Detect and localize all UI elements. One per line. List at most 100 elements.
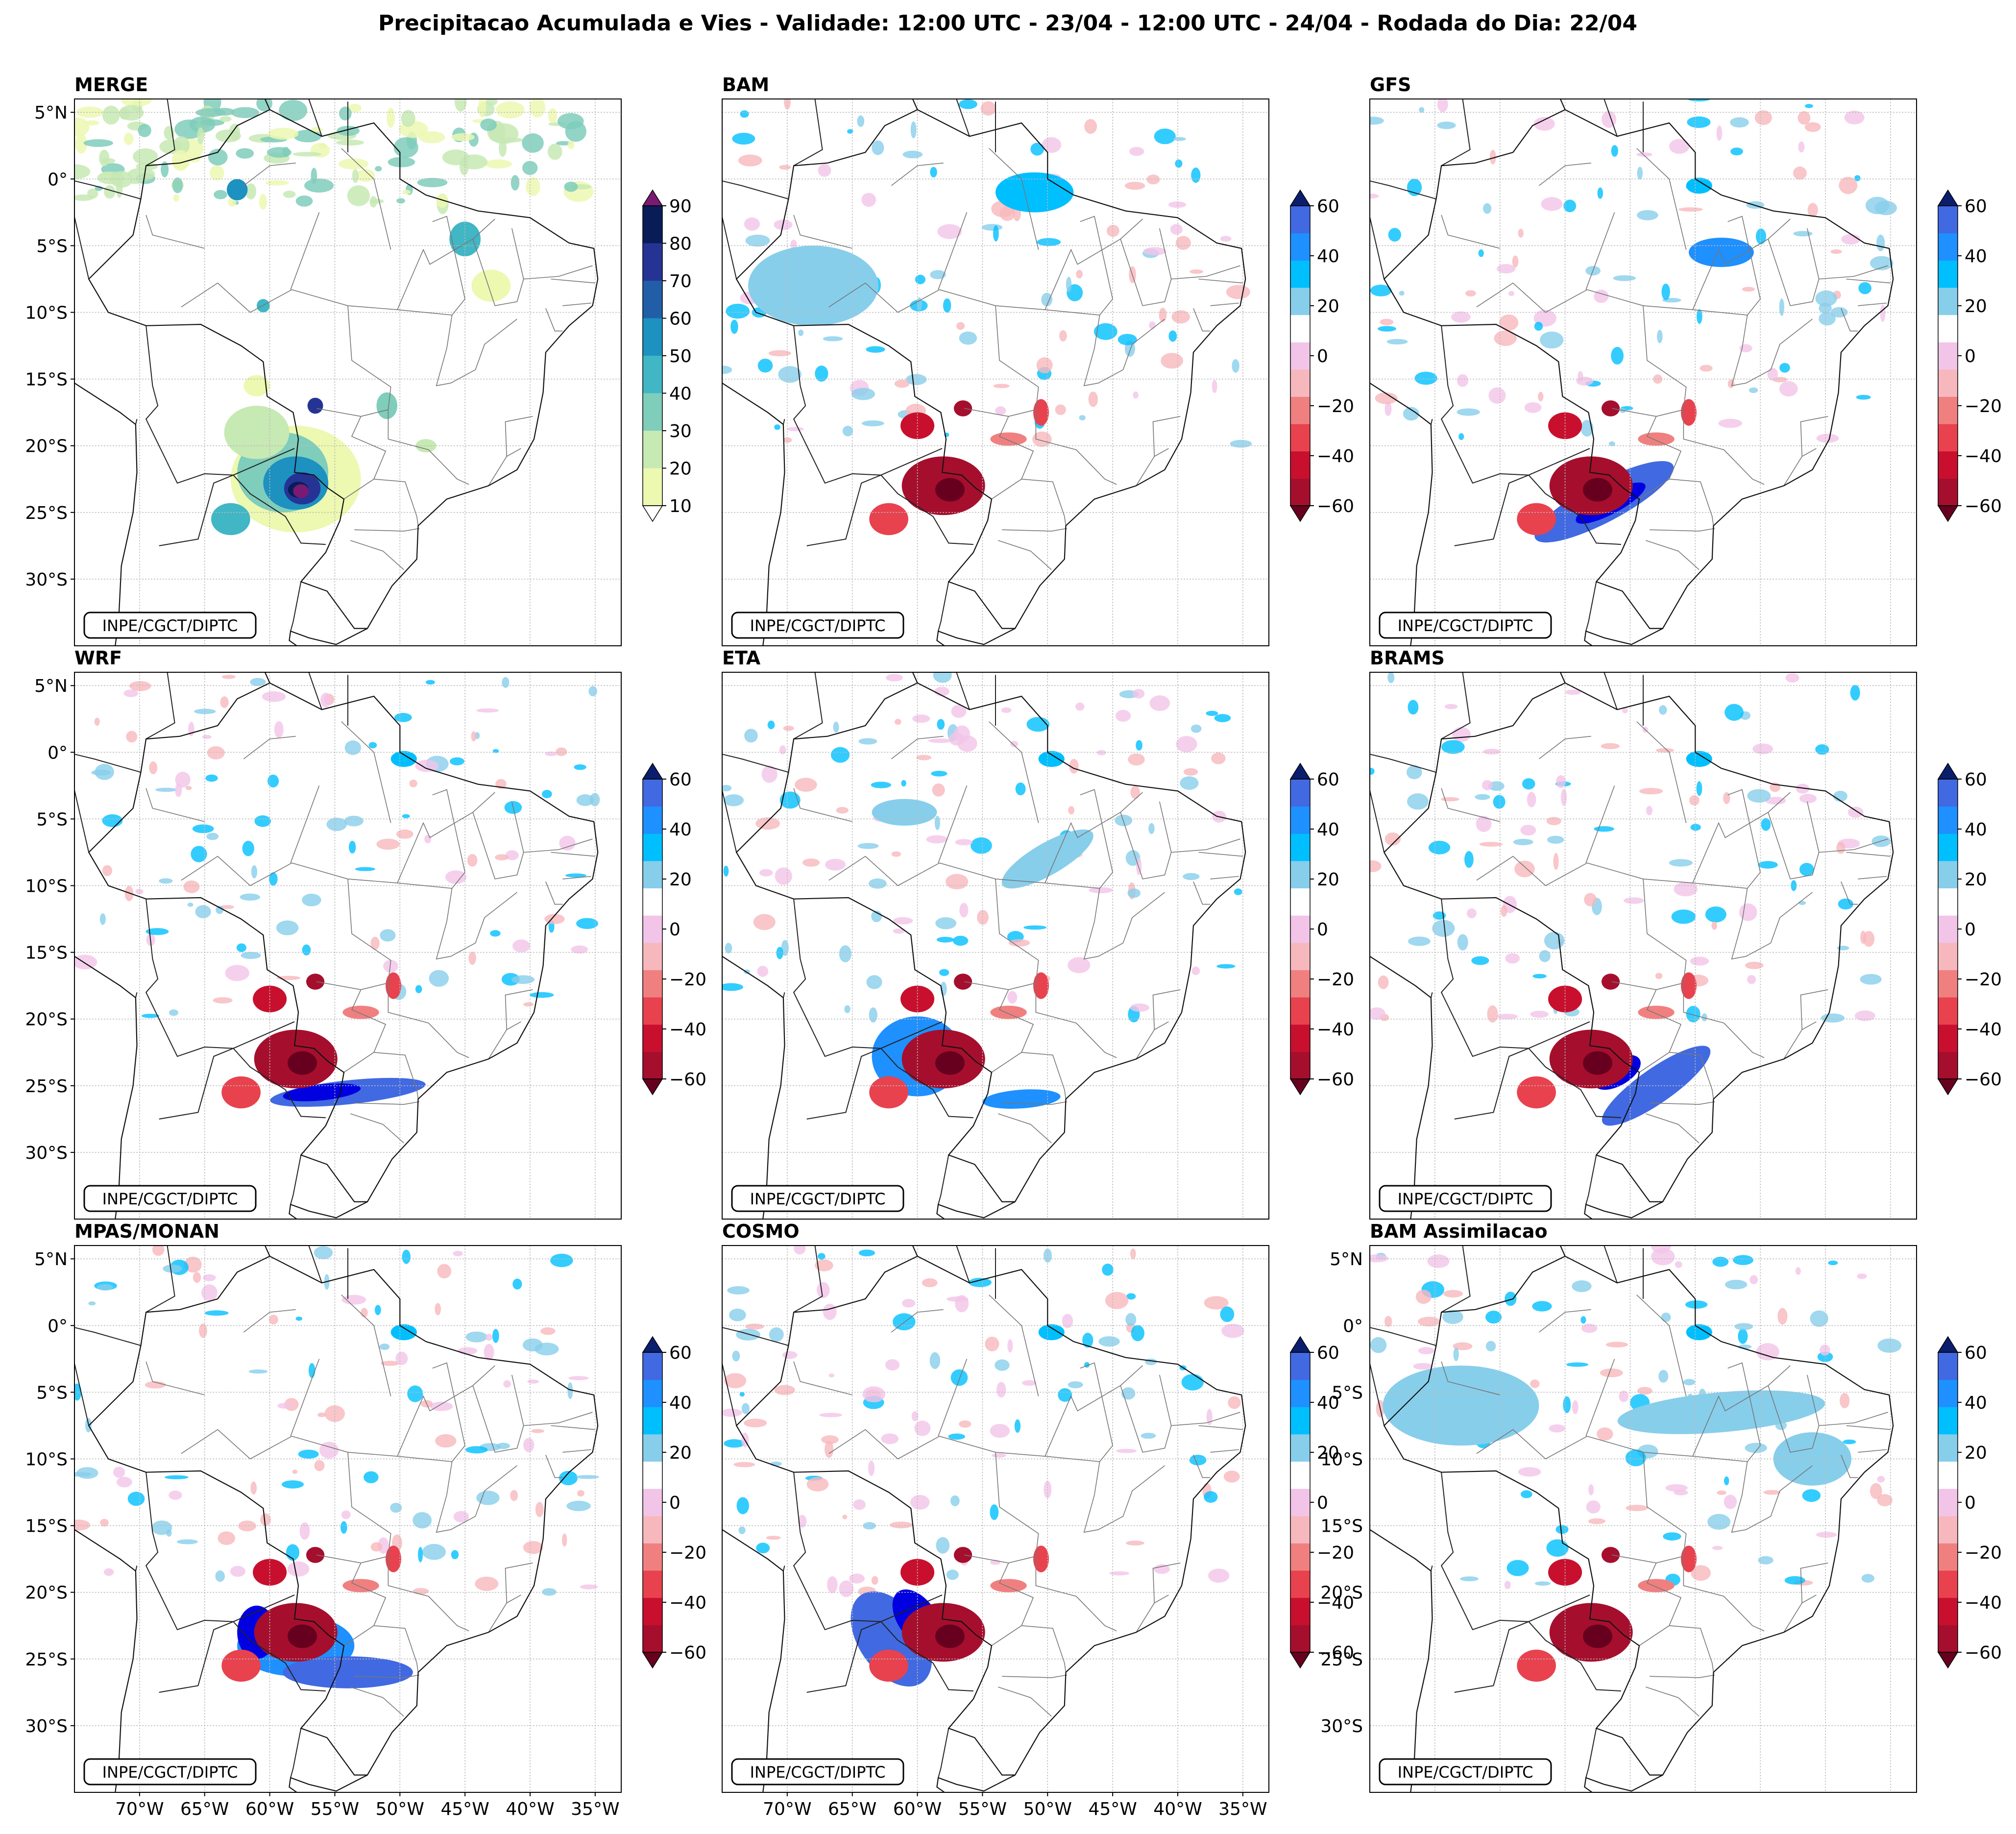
bias-cell [1798,141,1805,153]
bias-cell [935,1624,965,1648]
bias-cell [1583,1624,1612,1648]
state-border [1727,1362,1761,1446]
colorbar-segment [1290,806,1310,834]
state-border [1193,881,1211,905]
bias-cell [1658,1369,1669,1383]
precip-cell [75,134,88,154]
bias-cell [1370,284,1392,296]
bias-cell [1465,290,1476,297]
colorbar: 60 40 20 0 −20 −40 −60 [1289,762,1354,1096]
colorbar-segment [643,997,662,1025]
bias-cell [225,965,249,981]
colorbar-segment [643,1434,662,1462]
lat-tick-label: 10°S [25,1450,68,1470]
bias-cell [1546,817,1561,826]
bias-cell [1170,224,1183,235]
data-field [74,1246,621,1792]
bias-cell [744,217,760,231]
bias-cell [1730,147,1743,156]
colorbar-tick-label: 90 [669,196,692,217]
bias-cell [185,786,192,790]
bias-cell [1717,1490,1726,1495]
state-border [1120,1374,1172,1453]
bias-cell [458,1347,478,1355]
bias-cell [815,1259,833,1272]
bias-cell [402,1249,411,1264]
data-field [74,672,621,1219]
state-border [1846,852,1891,857]
bias-cell [1383,1365,1539,1446]
bias-cell [953,400,972,416]
bias-cell [774,424,780,430]
bias-cell [288,1051,317,1075]
colorbar-extend-min [642,1078,663,1096]
state-border [793,788,852,822]
bias-cell [1793,166,1807,180]
credit-label: INPE/CGCT/DIPTC [1398,1190,1533,1208]
bias-cell [1023,925,1047,930]
state-border [388,410,469,485]
brazil-outline [1383,1255,1894,1776]
bias-cell [1799,794,1817,804]
bias-cell [1681,399,1697,426]
bias-cell [787,427,804,432]
bias-cell [492,1328,499,1343]
bias-cell [1533,117,1555,131]
colorbar-segment [643,942,662,970]
country-border [1454,1048,1529,1120]
bias-cell [990,1579,1027,1592]
bias-cell [1747,789,1771,803]
colorbar-segment [1938,1597,1958,1625]
panel-brams: BRAMS INPE/CGCT/DIPTC 60 40 20 0 −20 −40 −60 [1369,647,2002,1220]
bias-cell [251,865,258,879]
colorbar-segment [643,1051,662,1079]
credit-label: INPE/CGCT/DIPTC [750,1190,886,1208]
bias-cell [1037,238,1061,246]
colorbar: 60 40 20 0 −20 −40 −60 [1937,762,2002,1096]
bias-cell [344,815,364,827]
bias-cell [1689,238,1754,267]
state-border [938,785,968,863]
bias-cell [741,1403,750,1415]
bias-cell [1512,255,1519,268]
bias-cell [1765,797,1786,805]
bias-cell [364,1471,379,1484]
colorbar-tick-label: 0 [1965,920,1976,940]
bias-cell [152,1246,165,1256]
colorbar-tick-label: 20 [1965,870,1987,890]
state-border [1198,278,1243,284]
bias-cell [1191,167,1201,183]
bias-cell [299,1522,310,1540]
lon-tick-label: 60°W [893,1799,942,1819]
bias-cell [380,929,396,942]
bias-cell [1042,137,1062,153]
country-border [938,582,949,632]
bias-cell [203,1274,216,1281]
bias-cell [396,829,413,839]
bias-cell [207,746,225,759]
coastline [1584,1774,1663,1792]
bias-cell [1216,964,1236,969]
colorbar-tick-label: 60 [1965,1343,1987,1363]
state-border [1819,838,1888,853]
bias-cell [191,846,207,862]
colorbar-segment [1938,396,1958,424]
bias-cell [1370,1254,1388,1263]
colorbar-tick-label: 80 [669,234,692,254]
state-border [938,212,968,290]
bias-cell [1154,128,1176,145]
bias-cell [1143,247,1166,256]
bias-cell [1496,1013,1518,1020]
colorbar-extend-min [1289,505,1311,522]
bias-cell [1154,1564,1170,1574]
bias-cell [1370,117,1384,125]
bias-cell [1802,1489,1821,1502]
bias-cell [1734,1323,1753,1330]
bias-cell [1499,314,1519,331]
bias-cell [370,1542,383,1552]
bias-cell [213,997,233,1003]
bias-cell [1613,275,1636,281]
bias-cell [1669,139,1690,154]
bias-cell [218,1531,236,1545]
bias-cell [730,319,738,334]
